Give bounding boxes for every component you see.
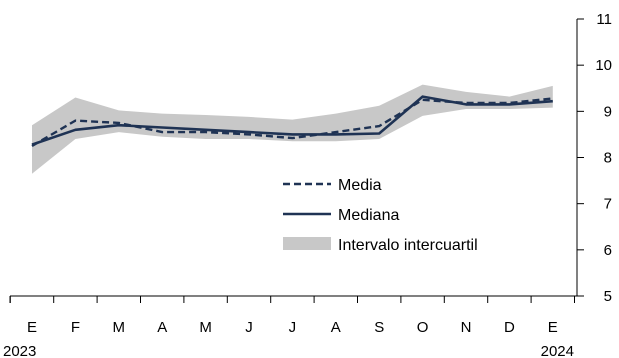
year-label-start: 2023 (3, 343, 36, 358)
x-tick-label: E (27, 319, 37, 336)
x-tick-label: A (331, 319, 341, 336)
y-tick-label: 10 (595, 57, 612, 74)
y-tick-label: 7 (604, 196, 612, 213)
x-tick-label: N (461, 319, 472, 336)
x-tick-label: S (374, 319, 384, 336)
x-tick-label: J (289, 319, 297, 336)
y-tick-label: 5 (604, 288, 612, 305)
x-tick-label: M (113, 319, 126, 336)
year-label-end: 2024 (541, 343, 574, 358)
x-tick-label: J (245, 319, 253, 336)
x-tick-label: F (71, 319, 80, 336)
legend: Media Mediana Intervalo intercuartil (283, 177, 478, 254)
y-tick-label: 9 (604, 103, 612, 120)
y-tick-labels: 5 6 7 8 9 10 11 (595, 11, 612, 305)
x-tick-label: A (157, 319, 167, 336)
y-tick-label: 6 (604, 242, 612, 259)
legend-label-mediana: Mediana (338, 207, 399, 224)
legend-swatch-intervalo-intercuartil (283, 237, 331, 250)
series-layer (31, 95, 553, 148)
y-tick-label: 11 (596, 11, 612, 28)
x-tick-label: E (548, 319, 558, 336)
interquartile-band (32, 84, 553, 174)
legend-label-intervalo-intercuartil: Intervalo intercuartil (338, 237, 478, 254)
x-tick-label: D (504, 319, 515, 336)
x-tick-labels: E F M A M J J A S O N D E 2023 2024 (3, 319, 574, 358)
band-layer (32, 84, 553, 174)
x-tick-label: O (417, 319, 429, 336)
x-tick-label: M (199, 319, 212, 336)
y-tick-label: 8 (604, 150, 612, 167)
axes (9, 18, 584, 303)
legend-label-media: Media (338, 177, 382, 194)
